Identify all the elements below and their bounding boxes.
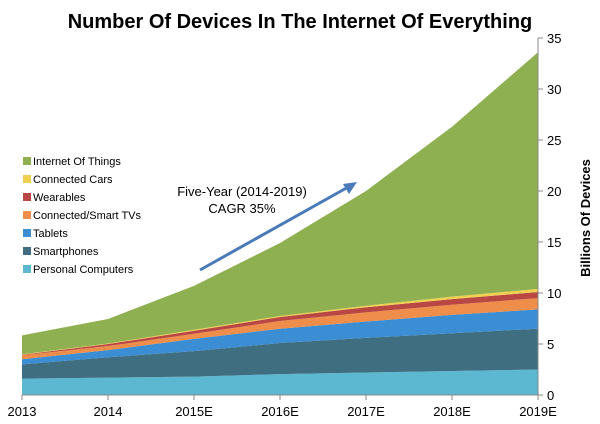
annotation-line-2: CAGR 35% bbox=[208, 201, 276, 216]
growth-arrow bbox=[199, 184, 351, 272]
legend-swatch bbox=[23, 247, 31, 255]
legend-label: Personal Computers bbox=[33, 264, 134, 276]
y-tick-label: 0 bbox=[547, 388, 554, 403]
area-wearables bbox=[22, 291, 538, 356]
legend-label: Connected Cars bbox=[33, 174, 113, 186]
y-tick-label: 15 bbox=[547, 235, 561, 250]
area-tablets bbox=[22, 309, 538, 365]
legend-label: Wearables bbox=[33, 192, 86, 204]
area-connected-smart-tvs bbox=[22, 298, 538, 360]
y-tick-label: 10 bbox=[547, 286, 561, 301]
legend-swatch bbox=[23, 157, 31, 165]
y-axis-label: Billions Of Devices bbox=[578, 159, 593, 277]
annotation: Five-Year (2014-2019) CAGR 35% bbox=[177, 182, 357, 272]
legend-swatch bbox=[23, 175, 31, 183]
areas-group bbox=[22, 52, 538, 395]
x-tick-label: 2015E bbox=[175, 404, 213, 419]
legend-swatch bbox=[23, 193, 31, 201]
x-tick-label: 2018E bbox=[433, 404, 471, 419]
annotation-line-1: Five-Year (2014-2019) bbox=[177, 184, 307, 199]
y-tick-label: 5 bbox=[547, 337, 554, 352]
y-tick-label: 25 bbox=[547, 133, 561, 148]
chart-title: Number Of Devices In The Internet Of Eve… bbox=[68, 11, 533, 33]
area-personal-computers bbox=[22, 369, 538, 395]
x-tick-label: 2019E bbox=[519, 404, 557, 419]
legend-swatch bbox=[23, 211, 31, 219]
x-tick-label: 2017E bbox=[347, 404, 385, 419]
area-internet-of-things bbox=[22, 52, 538, 355]
y-tick-label: 20 bbox=[547, 184, 561, 199]
legend-swatch bbox=[23, 229, 31, 237]
arrow-head-icon bbox=[343, 182, 357, 194]
x-tick-label: 2016E bbox=[261, 404, 299, 419]
legend-label: Tablets bbox=[33, 228, 68, 240]
y-tick-label: 35 bbox=[547, 31, 561, 46]
legend-label: Connected/Smart TVs bbox=[33, 210, 142, 222]
y-tick-label: 30 bbox=[547, 82, 561, 97]
legend-label: Internet Of Things bbox=[33, 156, 121, 168]
x-tick-label: 2013 bbox=[8, 404, 37, 419]
legend-swatch bbox=[23, 265, 31, 273]
area-connected-cars bbox=[22, 288, 538, 355]
legend-label: Smartphones bbox=[33, 246, 99, 258]
x-tick-label: 2014 bbox=[94, 404, 123, 419]
legend: Internet Of Things Connected Cars Wearable… bbox=[23, 156, 142, 276]
area-smartphones bbox=[22, 328, 538, 379]
